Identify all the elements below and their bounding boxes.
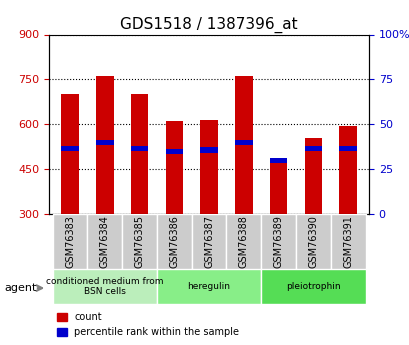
Legend: count, percentile rank within the sample: count, percentile rank within the sample [54, 309, 242, 340]
Text: GSM76388: GSM76388 [238, 215, 248, 268]
Text: GSM76385: GSM76385 [134, 215, 144, 268]
Text: agent: agent [4, 283, 36, 293]
FancyBboxPatch shape [330, 214, 365, 269]
FancyBboxPatch shape [226, 214, 261, 269]
Bar [165, 149, 182, 154]
Bar [200, 147, 217, 152]
Bar [304, 146, 321, 151]
Bar [269, 160, 287, 214]
Text: GSM76386: GSM76386 [169, 215, 179, 268]
Text: heregulin: heregulin [187, 282, 230, 291]
FancyBboxPatch shape [157, 214, 191, 269]
FancyBboxPatch shape [52, 214, 87, 269]
FancyBboxPatch shape [52, 269, 157, 304]
FancyBboxPatch shape [87, 214, 122, 269]
Title: GDS1518 / 1387396_at: GDS1518 / 1387396_at [120, 17, 297, 33]
FancyBboxPatch shape [157, 269, 261, 304]
Text: pleiotrophin: pleiotrophin [285, 282, 340, 291]
Text: GSM76389: GSM76389 [273, 215, 283, 268]
Bar [130, 146, 148, 151]
Bar [96, 76, 113, 214]
Bar [235, 140, 252, 145]
FancyBboxPatch shape [122, 214, 157, 269]
Bar [200, 120, 217, 214]
Text: GSM76384: GSM76384 [99, 215, 110, 268]
FancyBboxPatch shape [261, 269, 365, 304]
Bar [165, 121, 182, 214]
Text: GSM76390: GSM76390 [308, 215, 318, 268]
Bar [61, 146, 79, 151]
Bar [61, 94, 79, 214]
Bar [130, 94, 148, 214]
Bar [269, 158, 287, 163]
FancyBboxPatch shape [191, 214, 226, 269]
Bar [235, 76, 252, 214]
Text: GSM76387: GSM76387 [204, 215, 213, 268]
Bar [339, 126, 356, 214]
Bar [304, 138, 321, 214]
FancyBboxPatch shape [261, 214, 295, 269]
Text: conditioned medium from
BSN cells: conditioned medium from BSN cells [46, 277, 163, 296]
Text: GSM76383: GSM76383 [65, 215, 75, 268]
Bar [339, 146, 356, 151]
Bar [96, 140, 113, 145]
FancyBboxPatch shape [295, 214, 330, 269]
Text: GSM76391: GSM76391 [342, 215, 352, 268]
